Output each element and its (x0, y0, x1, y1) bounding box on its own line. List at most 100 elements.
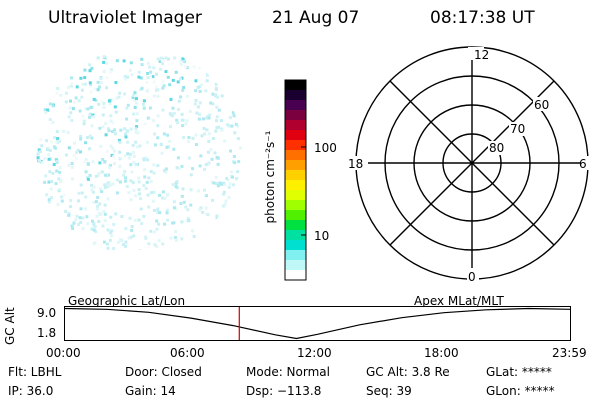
uv-pixel (233, 131, 237, 135)
uv-pixel (112, 247, 116, 250)
uv-pixel (169, 113, 173, 117)
uv-pixel (119, 128, 123, 132)
uv-pixel (88, 63, 92, 67)
uv-pixel (107, 173, 110, 177)
uv-pixel (227, 185, 231, 189)
uv-pixel (113, 128, 117, 132)
uv-pixel (204, 206, 208, 210)
uv-pixel (64, 91, 68, 95)
uv-pixel (124, 179, 127, 183)
altitude-plot (64, 306, 571, 341)
uv-pixel (40, 144, 44, 148)
uv-pixel (191, 229, 194, 233)
uv-pixel (75, 151, 79, 154)
uv-pixel (62, 129, 66, 133)
uv-pixel (232, 183, 235, 187)
uv-pixel (207, 139, 211, 143)
uv-pixel (94, 200, 98, 204)
uv-pixel (103, 183, 107, 187)
uv-pixel (185, 119, 189, 123)
uv-pixel (64, 100, 68, 104)
uv-pixel (147, 176, 151, 180)
uv-pixel (160, 59, 164, 62)
uv-pixel (137, 70, 141, 74)
uv-pixel (187, 156, 191, 160)
uv-pixel (102, 102, 106, 105)
uv-pixel (175, 180, 179, 184)
uv-pixel (149, 75, 153, 79)
uv-pixel (204, 89, 208, 93)
uv-pixel (125, 106, 129, 110)
uv-pixel (124, 135, 128, 139)
xtick-1200: 12:00 (297, 346, 332, 360)
uv-pixel (133, 105, 137, 109)
uv-pixel (84, 207, 88, 211)
uv-pixel (56, 87, 60, 90)
uv-pixel (81, 216, 85, 220)
uv-pixel (236, 124, 240, 128)
uv-pixel (165, 193, 169, 197)
uv-pixel (121, 243, 125, 247)
uv-pixel (107, 129, 111, 133)
uv-pixel (84, 170, 88, 174)
uv-pixel (161, 86, 165, 90)
uv-pixel (155, 219, 159, 223)
uv-pixel (197, 112, 201, 116)
uv-pixel (179, 95, 183, 99)
uv-pixel (94, 230, 98, 234)
uv-pixel (185, 66, 189, 70)
uv-pixel (80, 191, 84, 195)
uv-pixel (46, 108, 50, 112)
uv-pixel (108, 102, 112, 106)
uv-pixel (168, 83, 172, 87)
uv-pixel (156, 164, 160, 168)
uv-pixel (111, 146, 115, 150)
uv-pixel (91, 219, 94, 223)
uv-pixel (98, 187, 102, 191)
uv-pixel (137, 180, 141, 184)
uv-pixel (128, 216, 132, 220)
uv-pixel (115, 191, 119, 195)
uv-pixel (92, 200, 96, 204)
uv-pixel (168, 140, 172, 143)
uv-pixel (148, 106, 152, 110)
uv-pixel (171, 106, 175, 110)
uv-pixel (129, 127, 133, 131)
uv-pixel (166, 218, 170, 222)
uv-pixel (131, 96, 135, 99)
uv-pixel (118, 150, 121, 154)
uv-pixel (175, 238, 178, 242)
uv-pixel (232, 114, 236, 117)
uv-pixel (129, 163, 133, 167)
uv-pixel (181, 187, 185, 191)
colorbar-unit-label: photon cm⁻²s⁻¹ (263, 130, 277, 224)
lat-label-80: 80 (489, 141, 504, 155)
uv-pixel (145, 140, 149, 144)
uv-pixel (37, 158, 41, 162)
uv-pixel (60, 177, 64, 181)
uv-pixel (173, 56, 177, 60)
uv-pixel (235, 177, 239, 181)
uv-pixel (184, 122, 188, 126)
uv-pixel (159, 143, 163, 146)
uv-pixel (155, 85, 158, 89)
uv-pixel (68, 106, 72, 110)
uv-pixel (156, 207, 160, 211)
uv-pixel (47, 200, 51, 204)
uv-pixel (161, 242, 165, 246)
info-glon: GLon: ***** (486, 384, 555, 398)
uv-pixel (118, 164, 122, 168)
color-bar (284, 79, 307, 281)
uv-pixel (161, 190, 165, 194)
uv-pixel (92, 222, 96, 225)
uv-pixel (40, 161, 44, 165)
uv-pixel (45, 193, 49, 197)
uv-pixel (180, 112, 184, 116)
uv-pixel (135, 97, 138, 101)
uv-pixel (72, 221, 76, 225)
uv-pixel (69, 198, 73, 202)
uv-pixel (155, 244, 159, 248)
xtick-0000: 00:00 (46, 346, 81, 360)
uv-pixel (98, 161, 102, 165)
uv-pixel (47, 153, 51, 157)
